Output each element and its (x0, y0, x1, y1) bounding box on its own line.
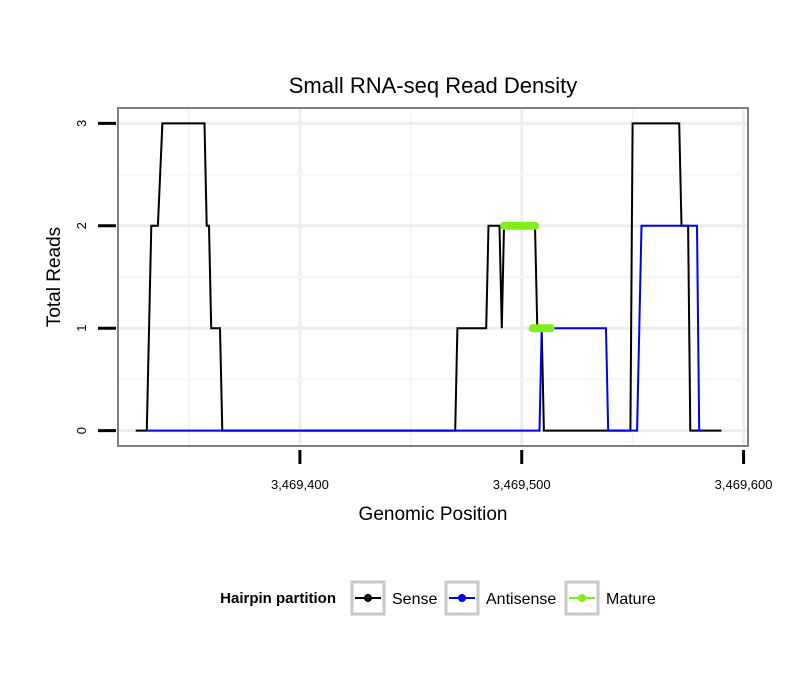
legend-item-antisense: Antisense (444, 580, 556, 616)
chart-title: Small RNA-seq Read Density (289, 73, 578, 98)
x-tick-label: 3,469,600 (715, 477, 773, 492)
legend-label: Mature (606, 591, 656, 608)
legend-label: Antisense (486, 591, 556, 608)
x-axis-title: Genomic Position (359, 504, 508, 525)
legend-key-dot (364, 594, 372, 602)
legend-title: Hairpin partition (220, 590, 336, 607)
series-layer (135, 122, 722, 432)
grid (118, 108, 748, 446)
legend-key-dot (578, 594, 586, 602)
x-axis: 3,469,400 3,469,500 3,469,600 (271, 450, 773, 492)
series-sense-line (135, 122, 722, 432)
y-tick-label: 1 (74, 325, 89, 332)
y-axis-title: Total Reads (44, 227, 65, 327)
y-tick-label: 3 (74, 120, 89, 127)
legend: Hairpin partition Sense Antisense Mature (220, 580, 656, 616)
legend-item-mature: Mature (564, 580, 656, 616)
x-tick-label: 3,469,400 (271, 477, 329, 492)
y-tick-label: 0 (74, 427, 89, 434)
series-antisense-line (146, 224, 704, 432)
legend-label: Sense (392, 591, 437, 608)
legend-key-dot (458, 594, 466, 602)
x-tick-label: 3,469,500 (493, 477, 551, 492)
plot-panel-border (117, 107, 749, 447)
y-tick-label: 2 (74, 222, 89, 229)
y-axis: 0 1 2 3 (74, 120, 116, 434)
legend-item-sense: Sense (350, 580, 437, 616)
